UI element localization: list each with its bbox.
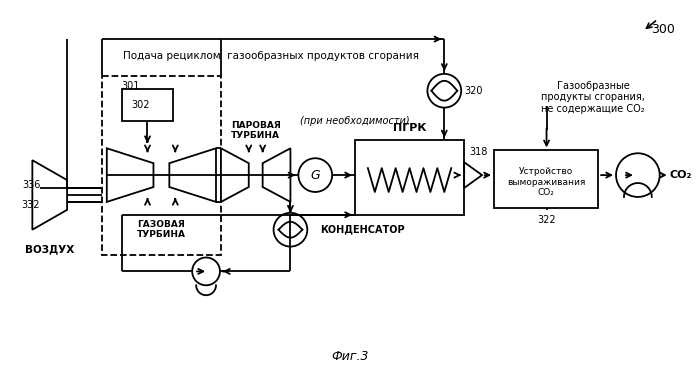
Text: G: G (310, 169, 320, 181)
Text: 301: 301 (122, 81, 140, 91)
Circle shape (298, 158, 332, 192)
Text: Фиг.3: Фиг.3 (331, 350, 369, 363)
Text: КОНДЕНСАТОР: КОНДЕНСАТОР (320, 225, 405, 235)
Text: 332: 332 (22, 200, 41, 210)
Text: ПГРК: ПГРК (393, 123, 426, 133)
Circle shape (428, 74, 461, 108)
Polygon shape (464, 162, 482, 188)
Bar (102, 76, 221, 254)
Bar (494, 150, 598, 208)
Polygon shape (262, 148, 290, 202)
Polygon shape (221, 148, 248, 202)
Text: Газообразные
продукты сгорания,
не содержащие СО₂: Газообразные продукты сгорания, не содер… (541, 81, 645, 114)
Text: ВОЗДУХ: ВОЗДУХ (25, 245, 74, 255)
Polygon shape (32, 160, 67, 230)
Polygon shape (169, 148, 216, 202)
Text: 302: 302 (132, 100, 150, 110)
Text: 320: 320 (464, 86, 483, 96)
Circle shape (274, 213, 307, 246)
Text: ГАЗОВАЯ
ТУРБИНА: ГАЗОВАЯ ТУРБИНА (137, 220, 186, 239)
Text: Устройство
вымораживания
СО₂: Устройство вымораживания СО₂ (507, 167, 585, 197)
Text: (при необходимости): (при необходимости) (300, 116, 410, 125)
Bar (355, 140, 464, 215)
Polygon shape (107, 148, 153, 202)
Text: 336: 336 (22, 180, 41, 190)
Text: Подача рециклом  газообразных продуктов сгорания: Подача рециклом газообразных продуктов с… (122, 51, 419, 61)
Bar (122, 89, 174, 121)
Text: 322: 322 (537, 215, 556, 225)
Text: 300: 300 (651, 23, 675, 36)
Text: СО₂: СО₂ (670, 170, 692, 180)
Text: 318: 318 (469, 147, 487, 157)
Circle shape (616, 153, 659, 197)
Circle shape (193, 257, 220, 285)
Text: ПАРОВАЯ
ТУРБИНА: ПАРОВАЯ ТУРБИНА (231, 121, 281, 140)
